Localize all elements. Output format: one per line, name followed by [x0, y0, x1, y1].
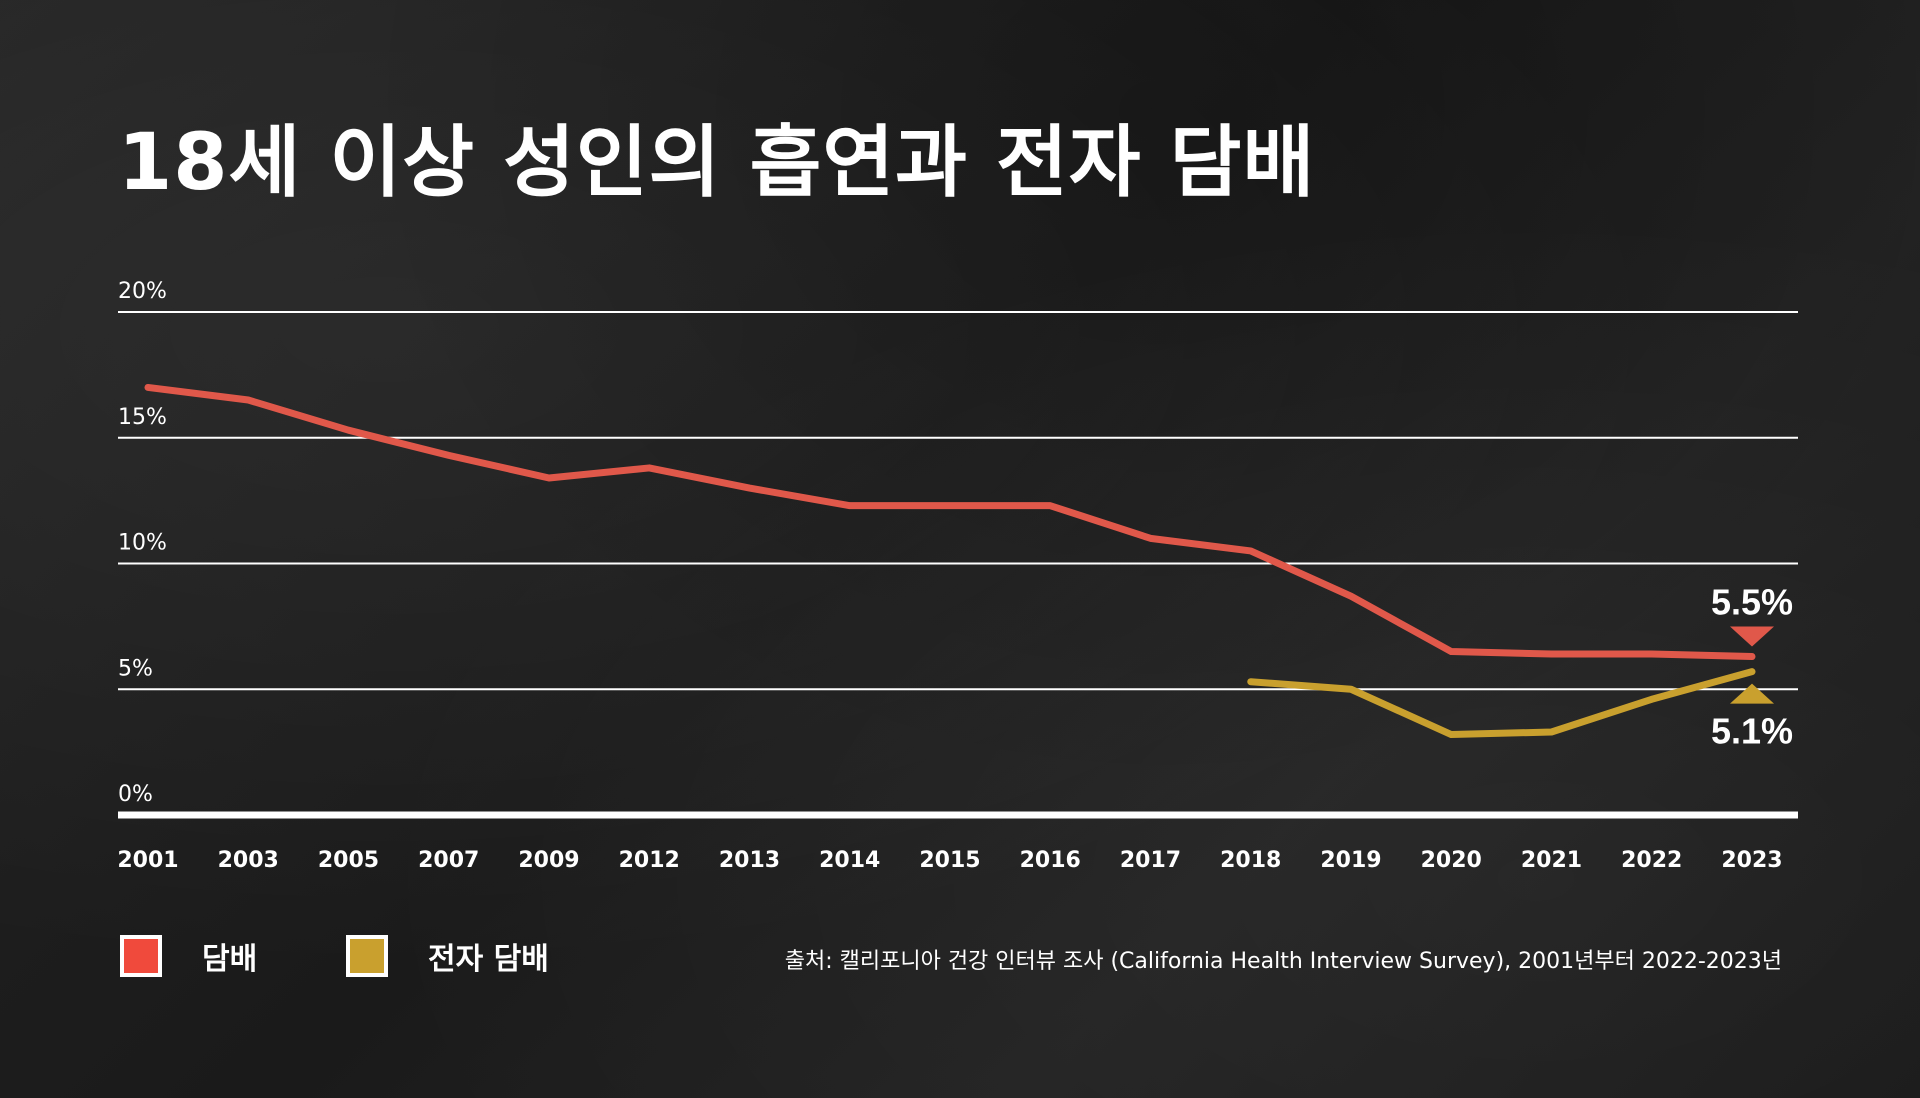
chart-title: 18세 이상 성인의 흡연과 전자 담배: [118, 118, 1316, 208]
gridlines: [118, 311, 1798, 819]
x-tick-label: 2014: [819, 848, 880, 873]
y-tick-label: 5%: [118, 656, 153, 681]
ecigarette-end-label: 5.1%: [1711, 711, 1793, 752]
x-tick-label: 2022: [1621, 848, 1682, 873]
x-axis-ticks: 2001 2003 2005 2007 2009 2012 2013 2014 2015 2016…: [117, 848, 1782, 873]
legend-label-cigarette: 담배: [202, 942, 258, 977]
legend-swatch-ecigarette: [346, 935, 388, 977]
x-tick-label: 2005: [318, 848, 379, 873]
series-lines: [144, 383, 1756, 739]
y-tick-label: 10%: [118, 531, 167, 556]
cigarette-end-triangle: [1730, 626, 1774, 647]
x-tick-label: 2019: [1320, 848, 1381, 873]
y-tick-label: 15%: [118, 405, 167, 430]
x-tick-label: 2007: [418, 848, 479, 873]
legend-item-ecigarette: 전자 담배: [346, 932, 549, 980]
x-tick-label: 2013: [719, 848, 780, 873]
x-tick-label: 2003: [218, 848, 279, 873]
x-tick-label: 2018: [1220, 848, 1281, 873]
series-line-ecigarette: [1247, 668, 1756, 739]
ecigarette-end-triangle: [1730, 683, 1774, 704]
x-tick-label: 2016: [1020, 848, 1081, 873]
x-tick-label: 2001: [117, 848, 178, 873]
x-tick-label: 2009: [518, 848, 579, 873]
x-tick-label: 2017: [1120, 848, 1181, 873]
y-tick-label: 0%: [118, 782, 153, 807]
x-tick-label: 2023: [1721, 848, 1782, 873]
x-tick-label: 2015: [919, 848, 980, 873]
x-tick-label: 2020: [1421, 848, 1482, 873]
x-tick-label: 2012: [619, 848, 680, 873]
source-note: 출처: 캘리포니아 건강 인터뷰 조사 (California Health I…: [784, 949, 1782, 974]
legend-label-ecigarette: 전자 담배: [428, 942, 549, 977]
x-tick-label: 2021: [1521, 848, 1582, 873]
legend-swatch-cigarette: [120, 935, 162, 977]
end-markers: 5.5% 5.1%: [1711, 582, 1793, 752]
y-tick-label: 20%: [118, 279, 167, 304]
series-line-cigarette: [144, 383, 1756, 661]
legend-item-cigarette: 담배: [120, 932, 257, 980]
y-axis-ticks: 0% 5% 10% 15% 20%: [118, 279, 167, 807]
cigarette-end-label: 5.5%: [1711, 582, 1793, 623]
